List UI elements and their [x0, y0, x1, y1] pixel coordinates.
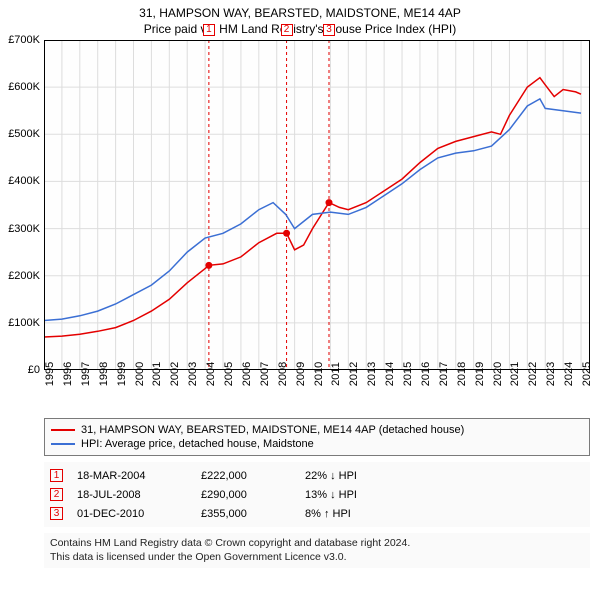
- x-axis-tick-label: 2024: [563, 362, 575, 386]
- attribution-panel: Contains HM Land Registry data © Crown c…: [44, 533, 590, 568]
- x-axis-tick-label: 1998: [98, 362, 110, 386]
- event-delta: 8% ↑ HPI: [305, 508, 395, 520]
- x-axis-tick-label: 2018: [456, 362, 468, 386]
- event-delta: 22% ↓ HPI: [305, 470, 395, 482]
- event-price: £290,000: [201, 489, 291, 501]
- event-number: 2: [50, 488, 63, 501]
- attribution-line: Contains HM Land Registry data © Crown c…: [50, 537, 584, 551]
- legend-swatch: [51, 429, 75, 431]
- x-axis-tick-label: 2015: [402, 362, 414, 386]
- x-axis-tick-label: 2016: [420, 362, 432, 386]
- y-axis-tick-label: £400K: [8, 175, 40, 187]
- x-axis-tick-label: 2007: [259, 362, 271, 386]
- legend-label: 31, HAMPSON WAY, BEARSTED, MAIDSTONE, ME…: [81, 424, 464, 436]
- x-axis-tick-label: 1995: [44, 362, 56, 386]
- event-price: £355,000: [201, 508, 291, 520]
- x-axis-tick-label: 2001: [151, 362, 163, 386]
- event-number: 1: [50, 469, 63, 482]
- x-axis-tick-label: 2006: [241, 362, 253, 386]
- x-axis-tick-label: 1999: [116, 362, 128, 386]
- x-axis-tick-label: 2003: [187, 362, 199, 386]
- x-axis-tick-label: 2010: [313, 362, 325, 386]
- x-axis-tick-label: 2000: [134, 362, 146, 386]
- events-panel: 1 18-MAR-2004 £222,000 22% ↓ HPI 2 18-JUL-200…: [44, 462, 590, 527]
- chart-subtitle: Price paid vs. HM Land Registry's House …: [0, 20, 600, 40]
- event-row: 1 18-MAR-2004 £222,000 22% ↓ HPI: [50, 466, 584, 485]
- x-axis-tick-label: 2023: [545, 362, 557, 386]
- legend-panel: 31, HAMPSON WAY, BEARSTED, MAIDSTONE, ME…: [44, 418, 590, 456]
- x-axis-tick-label: 2021: [509, 362, 521, 386]
- x-axis-tick-label: 2025: [581, 362, 593, 386]
- x-axis-tick-label: 2014: [384, 362, 396, 386]
- x-axis-tick-label: 2012: [348, 362, 360, 386]
- y-axis-tick-label: £300K: [8, 223, 40, 235]
- event-marker-label: 1: [203, 24, 215, 36]
- x-axis-tick-label: 2022: [527, 362, 539, 386]
- attribution-line: This data is licensed under the Open Gov…: [50, 551, 584, 565]
- legend-item: 31, HAMPSON WAY, BEARSTED, MAIDSTONE, ME…: [51, 423, 583, 437]
- x-axis-tick-label: 2017: [438, 362, 450, 386]
- x-axis-tick-label: 1996: [62, 362, 74, 386]
- x-axis-tick-label: 2002: [169, 362, 181, 386]
- event-date: 18-JUL-2008: [77, 489, 187, 501]
- event-date: 01-DEC-2010: [77, 508, 187, 520]
- y-axis-tick-label: £600K: [8, 81, 40, 93]
- event-price: £222,000: [201, 470, 291, 482]
- x-axis-tick-label: 2005: [223, 362, 235, 386]
- legend-swatch: [51, 443, 75, 445]
- x-axis-tick-label: 2011: [330, 362, 342, 386]
- y-axis-tick-label: £100K: [8, 317, 40, 329]
- x-axis-tick-label: 2009: [295, 362, 307, 386]
- y-axis-tick-label: £700K: [8, 34, 40, 46]
- event-delta: 13% ↓ HPI: [305, 489, 395, 501]
- chart-container: 31, HAMPSON WAY, BEARSTED, MAIDSTONE, ME…: [0, 0, 600, 590]
- x-axis-tick-label: 2020: [492, 362, 504, 386]
- x-axis-tick-label: 2013: [366, 362, 378, 386]
- legend-item: HPI: Average price, detached house, Maid…: [51, 437, 583, 451]
- event-row: 3 01-DEC-2010 £355,000 8% ↑ HPI: [50, 504, 584, 523]
- y-axis-tick-label: £0: [28, 364, 40, 376]
- y-axis-tick-label: £500K: [8, 128, 40, 140]
- event-marker-label: 3: [323, 24, 335, 36]
- chart-title: 31, HAMPSON WAY, BEARSTED, MAIDSTONE, ME…: [0, 0, 600, 20]
- event-date: 18-MAR-2004: [77, 470, 187, 482]
- event-row: 2 18-JUL-2008 £290,000 13% ↓ HPI: [50, 485, 584, 504]
- x-axis-tick-label: 2008: [277, 362, 289, 386]
- event-number: 3: [50, 507, 63, 520]
- y-axis-tick-label: £200K: [8, 270, 40, 282]
- chart-plot-area: £0£100K£200K£300K£400K£500K£600K£700K199…: [44, 40, 590, 370]
- event-marker-label: 2: [281, 24, 293, 36]
- x-axis-tick-label: 2019: [474, 362, 486, 386]
- x-axis-tick-label: 2004: [205, 362, 217, 386]
- x-axis-tick-label: 1997: [80, 362, 92, 386]
- legend-label: HPI: Average price, detached house, Maid…: [81, 438, 314, 450]
